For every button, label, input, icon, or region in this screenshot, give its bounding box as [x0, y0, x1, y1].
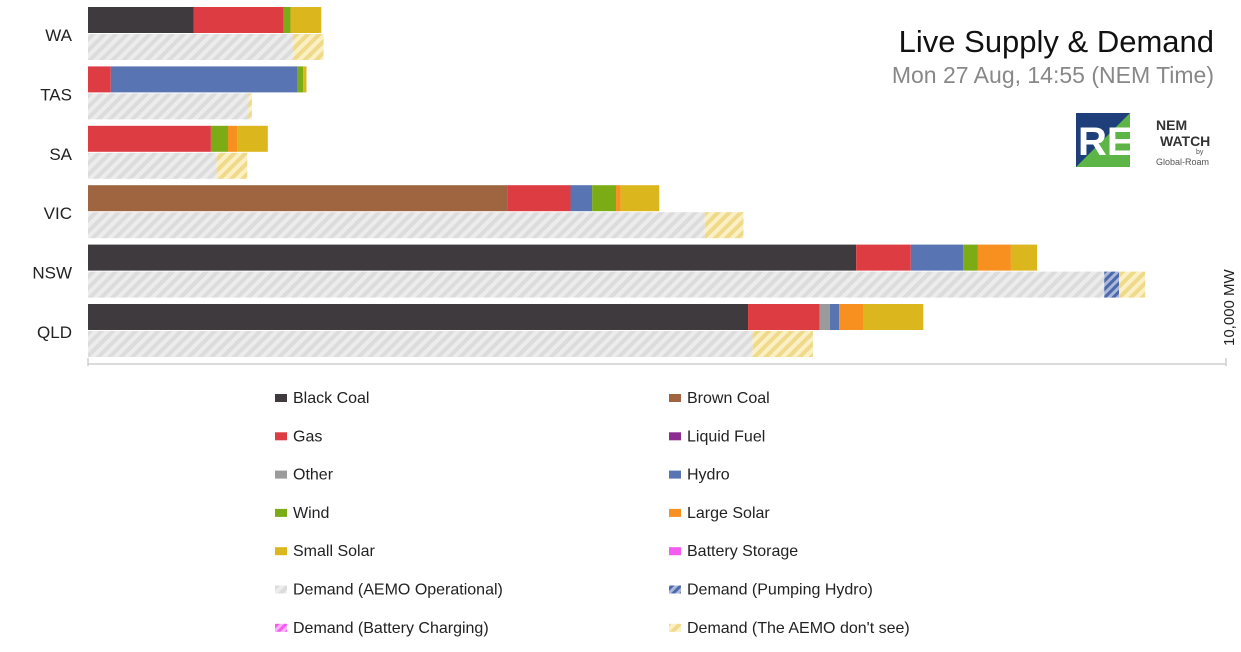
supply-bar-tas-gas [88, 66, 111, 93]
renew-economy-logo: RE [1076, 113, 1134, 167]
supply-bar-nsw-black-coal [88, 244, 857, 271]
chart-title: Live Supply & Demand [899, 24, 1214, 59]
region-label-vic: VIC [44, 204, 72, 223]
supply-bar-qld-black-coal [88, 304, 749, 330]
supply-bar-vic-brown-coal [88, 185, 508, 212]
legend-swatch-demand-aemo-operational [275, 585, 287, 594]
supply-bar-tas-hydro [110, 66, 298, 93]
legend-swatch-small-solar [275, 547, 287, 556]
supply-bar-wa-small-solar [290, 7, 322, 33]
legend-label-demand-the-aemo-don-t-see: Demand (The AEMO don't see) [687, 620, 910, 637]
supply-bar-qld-other [819, 304, 830, 330]
legend-swatch-wind [275, 508, 287, 517]
supply-bar-nsw-large-solar [977, 244, 1011, 271]
legend-label-demand-aemo-operational: Demand (AEMO Operational) [293, 582, 503, 599]
legend-label-small-solar: Small Solar [293, 543, 375, 560]
demand-bar-nsw-demand-aemo-operational [88, 271, 1105, 298]
supply-bar-vic-gas [507, 185, 571, 212]
legend-label-demand-pumping-hydro: Demand (Pumping Hydro) [687, 582, 873, 599]
nemwatch-logo-org: Global-Roam [1156, 157, 1209, 167]
demand-bar-sa-demand-the-aemo-don-t-see [216, 152, 248, 179]
supply-bar-sa-large-solar [227, 125, 238, 152]
supply-bar-tas-small-solar [303, 66, 307, 93]
legend-label-large-solar: Large Solar [687, 505, 770, 522]
legend-swatch-gas [275, 432, 287, 441]
supply-bar-sa-wind [210, 125, 228, 152]
supply-bar-sa-small-solar [237, 125, 268, 152]
region-label-nsw: NSW [32, 264, 72, 283]
legend-swatch-large-solar [669, 508, 681, 517]
legend-label-other: Other [293, 467, 334, 484]
nemwatch-logo-line1: NEM [1156, 117, 1187, 133]
demand-bar-tas-demand-aemo-operational [88, 93, 249, 120]
supply-bar-qld-gas [748, 304, 820, 330]
demand-bar-vic-demand-aemo-operational [88, 212, 705, 239]
legend-swatch-other [275, 470, 287, 479]
supply-bar-vic-wind [592, 185, 617, 212]
nemwatch-logo-by: by [1196, 149, 1204, 156]
re-logo-text: RE [1078, 120, 1134, 164]
legend-swatch-brown-coal [669, 394, 681, 402]
nemwatch-logo: NEM WATCH by Global-Roam [1156, 117, 1210, 167]
demand-bar-sa-demand-aemo-operational [88, 152, 217, 179]
region-labels-group: WA TAS SA VIC NSW QLD [32, 26, 72, 342]
demand-bar-qld-demand-aemo-operational [88, 331, 753, 357]
legend-label-battery-storage: Battery Storage [687, 543, 798, 560]
region-label-sa: SA [49, 145, 72, 164]
demand-bar-wa-demand-aemo-operational [88, 34, 293, 60]
legend-label-liquid-fuel: Liquid Fuel [687, 428, 765, 445]
supply-bar-sa-gas [88, 125, 211, 152]
supply-bar-vic-large-solar [616, 185, 621, 212]
legend-swatch-liquid-fuel [669, 432, 681, 441]
demand-bar-qld-demand-the-aemo-don-t-see [752, 331, 813, 357]
supply-bar-nsw-hydro [910, 244, 964, 271]
legend-label-demand-battery-charging: Demand (Battery Charging) [293, 620, 489, 637]
legend-label-gas: Gas [293, 428, 322, 445]
supply-bar-nsw-wind [963, 244, 978, 271]
supply-bar-qld-small-solar [862, 304, 924, 330]
supply-bar-qld-large-solar [839, 304, 863, 330]
region-label-qld: QLD [37, 323, 72, 342]
region-label-tas: TAS [40, 85, 72, 104]
demand-bar-nsw-demand-pumping-hydro [1104, 271, 1120, 298]
supply-bar-vic-small-solar [620, 185, 660, 212]
legend-swatch-demand-battery-charging [275, 623, 287, 632]
legend-swatch-hydro [669, 470, 681, 479]
supply-bar-nsw-gas [856, 244, 911, 271]
legend-swatch-demand-pumping-hydro [669, 585, 681, 594]
legend-label-hydro: Hydro [687, 467, 730, 484]
legend: Black Coal Brown Coal Gas Liquid Fuel Other H… [275, 390, 910, 637]
supply-bar-wa-black-coal [88, 7, 194, 33]
demand-bar-wa-demand-the-aemo-don-t-see [292, 34, 324, 60]
legend-swatch-demand-the-aemo-don-t-see [669, 623, 681, 632]
bars-group [88, 7, 1146, 357]
supply-bar-tas-wind [297, 66, 304, 93]
region-label-wa: WA [45, 26, 72, 45]
supply-bar-wa-wind [283, 7, 291, 33]
legend-label-wind: Wind [293, 505, 329, 522]
chart-subtitle: Mon 27 Aug, 14:55 (NEM Time) [892, 62, 1214, 88]
supply-bar-nsw-small-solar [1010, 244, 1038, 271]
legend-label-black-coal: Black Coal [293, 390, 369, 407]
demand-bar-vic-demand-the-aemo-don-t-see [704, 212, 744, 239]
supply-bar-qld-hydro [829, 304, 840, 330]
demand-bar-nsw-demand-the-aemo-don-t-see [1119, 271, 1146, 298]
demand-bar-tas-demand-the-aemo-don-t-see [248, 93, 252, 120]
nemwatch-logo-line2: WATCH [1160, 133, 1210, 149]
supply-bar-wa-gas [193, 7, 284, 33]
supply-bar-vic-hydro [570, 185, 593, 212]
legend-swatch-black-coal [275, 394, 287, 402]
legend-swatch-battery-storage [669, 547, 681, 556]
scale-label: 10,000 MW [1221, 268, 1238, 346]
legend-label-brown-coal: Brown Coal [687, 390, 770, 407]
